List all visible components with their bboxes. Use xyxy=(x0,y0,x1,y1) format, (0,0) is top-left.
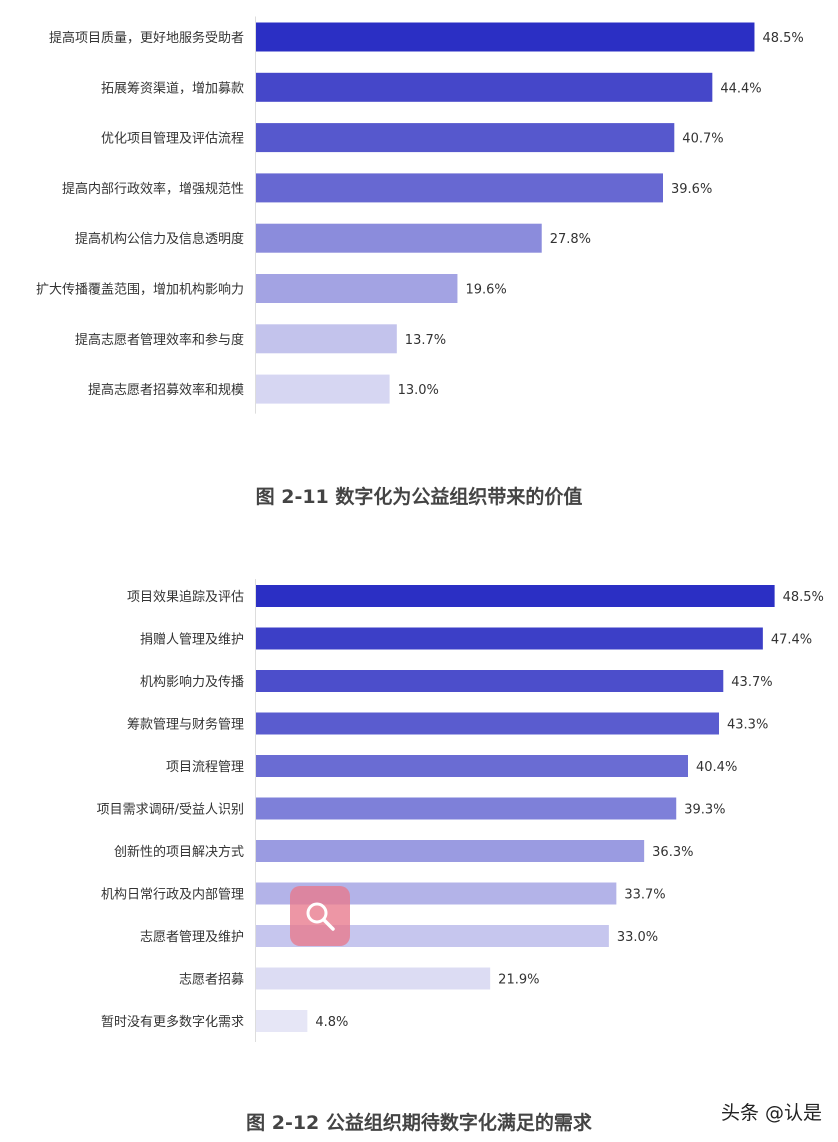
category-label: 扩大传播覆盖范围，增加机构影响力 xyxy=(36,282,244,298)
category-label: 拓展筹资渠道，增加募款 xyxy=(101,80,244,96)
needs-chart: 项目效果追踪及评估 48.5% 捐赠人管理及维护 47.4% 机构影响力及传播 43.7%… xyxy=(0,570,838,1050)
value-label: 21.9% xyxy=(498,973,539,988)
category-label: 筹款管理与财务管理 xyxy=(127,717,244,733)
search-overlay-button[interactable] xyxy=(290,886,350,946)
value-chart-plot: 提高项目质量，更好地服务受助者 48.5% 拓展筹资渠道，增加募款 44.4% 优化项目… xyxy=(36,16,804,414)
value-label: 13.0% xyxy=(398,383,439,398)
value-label: 33.0% xyxy=(617,930,658,945)
value-label: 48.5% xyxy=(762,31,803,46)
category-label: 创新性的项目解决方式 xyxy=(114,844,244,860)
value-label: 4.8% xyxy=(315,1015,348,1030)
value-chart: 提高项目质量，更好地服务受助者 48.5% 拓展筹资渠道，增加募款 44.4% 优化项目… xyxy=(0,0,838,420)
category-label: 捐赠人管理及维护 xyxy=(140,633,244,648)
bar xyxy=(256,1010,308,1032)
category-label: 暂时没有更多数字化需求 xyxy=(101,1014,244,1030)
category-label: 项目效果追踪及评估 xyxy=(127,589,244,605)
value-label: 44.4% xyxy=(720,81,761,96)
value-label: 33.7% xyxy=(624,888,665,903)
value-label: 43.3% xyxy=(727,718,768,733)
bar xyxy=(256,585,775,607)
category-label: 提高内部行政效率，增强规范性 xyxy=(62,181,244,197)
category-label: 志愿者管理及维护 xyxy=(140,930,244,945)
bar xyxy=(256,712,720,735)
bar xyxy=(256,755,688,777)
bar xyxy=(256,123,675,153)
category-label: 提高志愿者招募效率和规模 xyxy=(88,382,244,398)
value-label: 40.7% xyxy=(682,132,723,147)
bar xyxy=(256,840,645,862)
bar xyxy=(256,967,491,990)
value-label: 13.7% xyxy=(405,333,446,348)
bar xyxy=(256,223,542,253)
watermark: 头条 @认是 xyxy=(720,1102,822,1124)
chart-title-2-12: 图 2-12 公益组织期待数字化满足的需求 xyxy=(246,1112,592,1134)
category-label: 提高项目质量，更好地服务受助者 xyxy=(49,30,244,46)
category-label: 志愿者招募 xyxy=(179,973,244,988)
needs-chart-plot: 项目效果追踪及评估 48.5% 捐赠人管理及维护 47.4% 机构影响力及传播 43.7%… xyxy=(97,579,824,1042)
bar xyxy=(256,173,663,203)
category-label: 机构影响力及传播 xyxy=(140,674,244,690)
value-label: 19.6% xyxy=(465,283,506,298)
category-label: 提高机构公信力及信息透明度 xyxy=(75,231,244,247)
category-label: 优化项目管理及评估流程 xyxy=(101,132,244,147)
value-label: 27.8% xyxy=(550,232,591,247)
bar xyxy=(256,670,724,692)
value-label: 47.4% xyxy=(771,633,812,648)
category-label: 项目需求调研/受益人识别 xyxy=(97,803,244,818)
value-label: 40.4% xyxy=(696,760,737,775)
category-label: 机构日常行政及内部管理 xyxy=(101,887,244,903)
value-label: 39.3% xyxy=(684,803,725,818)
bar xyxy=(256,374,390,404)
category-label: 项目流程管理 xyxy=(166,760,244,775)
bar xyxy=(256,797,677,820)
bar xyxy=(256,324,397,354)
value-label: 43.7% xyxy=(731,675,772,690)
search-icon xyxy=(306,902,335,931)
bar xyxy=(256,274,458,303)
value-label: 39.6% xyxy=(671,182,712,197)
value-label: 48.5% xyxy=(783,590,824,605)
chart-title-2-11: 图 2-11 数字化为公益组织带来的价值 xyxy=(255,486,583,508)
bar xyxy=(256,22,755,52)
category-label: 提高志愿者管理效率和参与度 xyxy=(75,332,244,348)
value-label: 36.3% xyxy=(652,845,693,860)
bar xyxy=(256,72,713,102)
bar xyxy=(256,627,763,650)
